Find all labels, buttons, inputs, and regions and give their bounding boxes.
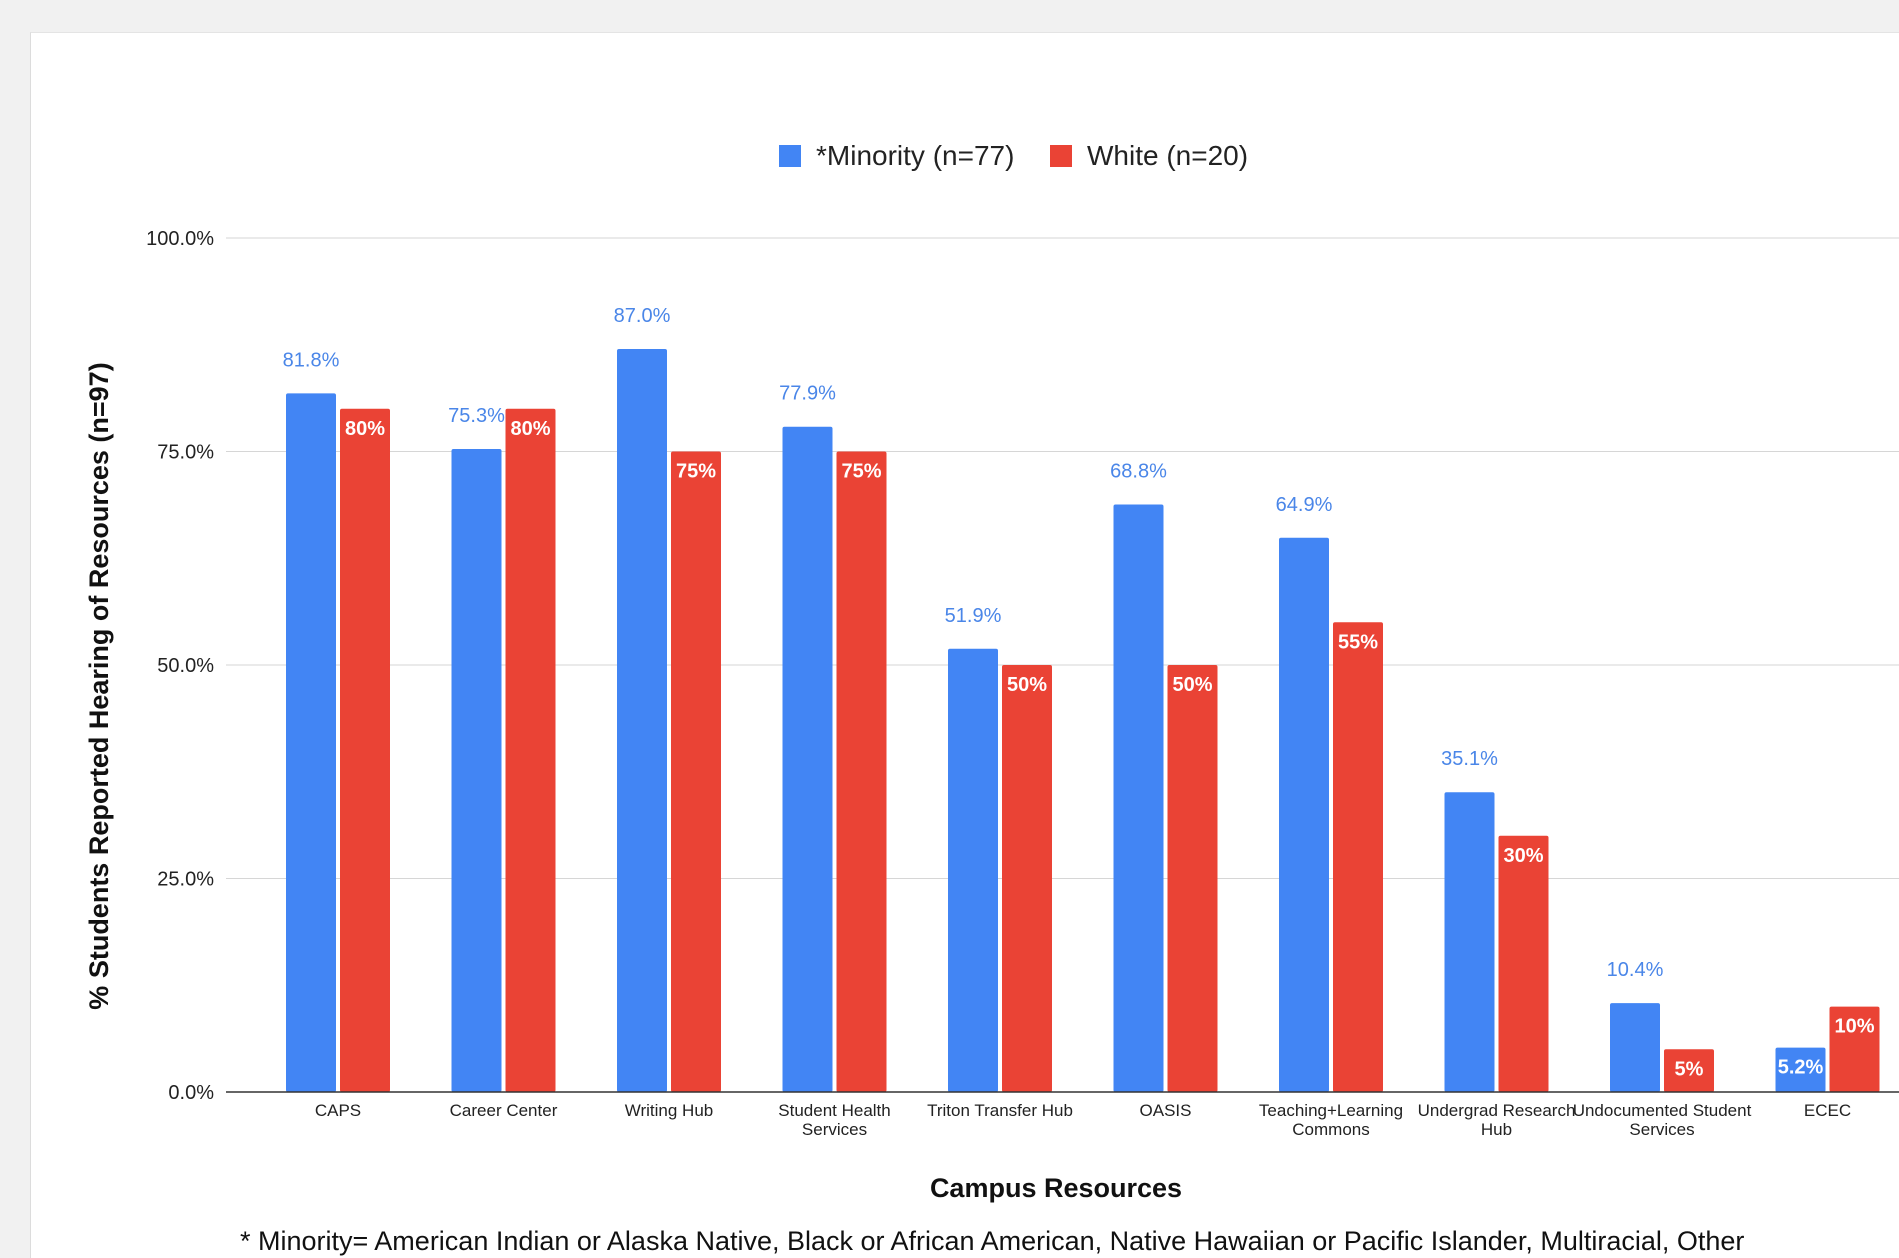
data-labels: 81.8%80%75.3%80%87.0%75%77.9%75%51.9%50%… <box>283 305 1875 1080</box>
x-axis-categories: CAPS Career Center Writing Hub Student Heal… <box>315 1101 1851 1139</box>
x-category-label-6: Teaching+Learning Commons <box>1259 1101 1403 1139</box>
data-label-white-3: 75% <box>841 461 881 483</box>
y-tick-label: 25.0% <box>157 869 214 891</box>
data-label-white-8: 5% <box>1675 1058 1704 1080</box>
data-label-white-6: 55% <box>1338 631 1378 653</box>
y-tick-label: 100.0% <box>146 228 214 250</box>
data-label-white-4: 50% <box>1007 674 1047 696</box>
bar-minority-4 <box>948 648 998 1092</box>
bar-minority-9 <box>1775 1047 1826 1092</box>
bar-white-0 <box>340 408 390 1092</box>
x-category-label-2: Writing Hub <box>625 1101 714 1120</box>
x-category-label-3: Student Health Services <box>778 1101 890 1139</box>
bar-minority-8 <box>1610 1003 1660 1092</box>
data-label-minority-4: 51.9% <box>945 605 1002 627</box>
bar-white-6 <box>1333 622 1383 1092</box>
bar-white-8 <box>1664 1049 1714 1092</box>
bar-minority-5 <box>1113 504 1164 1092</box>
legend-swatch-minority <box>779 145 801 167</box>
y-axis-title: % Students Reported Hearing of Resources… <box>84 362 114 1009</box>
data-label-white-0: 80% <box>345 418 385 440</box>
data-label-minority-0: 81.8% <box>283 349 340 371</box>
data-label-white-2: 75% <box>676 461 716 483</box>
data-label-white-7: 30% <box>1503 845 1543 867</box>
footnote-minority-definition: * Minority= American Indian or Alaska Na… <box>240 1226 1744 1256</box>
bar-white-1 <box>505 408 556 1092</box>
data-label-minority-1: 75.3% <box>448 405 505 427</box>
x-category-label-7: Undergrad Research Hub <box>1418 1101 1576 1139</box>
bar-white-3 <box>836 451 887 1092</box>
bar-minority-2 <box>617 349 667 1092</box>
bar-white-2 <box>671 451 721 1092</box>
x-category-label-1: Career Center <box>450 1101 558 1120</box>
x-category-label-0: CAPS <box>315 1101 361 1120</box>
data-label-minority-8: 10.4% <box>1607 959 1664 981</box>
bar-minority-0 <box>286 393 336 1093</box>
data-label-minority-2: 87.0% <box>614 305 671 327</box>
data-label-minority-6: 64.9% <box>1276 494 1333 516</box>
x-category-label-4: Triton Transfer Hub <box>927 1101 1073 1120</box>
y-tick-label: 0.0% <box>168 1082 214 1104</box>
bar-minority-1 <box>451 448 502 1092</box>
bars <box>286 349 1880 1093</box>
bar-minority-3 <box>782 426 833 1092</box>
data-label-minority-7: 35.1% <box>1441 748 1498 770</box>
x-category-label-5: OASIS <box>1140 1101 1192 1120</box>
data-label-minority-5: 68.8% <box>1110 460 1167 482</box>
x-category-label-8: Undocumented Student Services <box>1573 1101 1752 1139</box>
x-axis-title: Campus Resources <box>930 1173 1182 1203</box>
bar-minority-7 <box>1444 792 1495 1092</box>
bar-minority-6 <box>1279 537 1329 1092</box>
bar-white-4 <box>1002 665 1052 1092</box>
bar-white-7 <box>1498 835 1549 1092</box>
legend-swatch-white <box>1050 145 1072 167</box>
data-label-white-1: 80% <box>510 418 550 440</box>
x-category-label-9: ECEC <box>1804 1101 1851 1120</box>
data-label-minority-3: 77.9% <box>779 383 836 405</box>
y-tick-label: 50.0% <box>157 655 214 677</box>
y-axis-ticks: 0.0% 25.0% 50.0% 75.0% 100.0% <box>146 228 214 1104</box>
legend-label-minority: *Minority (n=77) <box>816 140 1014 171</box>
legend-label-white: White (n=20) <box>1087 140 1248 171</box>
data-label-white-9: 10% <box>1834 1016 1874 1038</box>
bar-white-9 <box>1829 1006 1880 1092</box>
data-label-white-5: 50% <box>1172 674 1212 696</box>
bar-white-5 <box>1167 665 1218 1092</box>
legend: *Minority (n=77) White (n=20) <box>779 140 1248 171</box>
data-label-minority-9: 5.2% <box>1778 1057 1824 1079</box>
gridlines <box>226 237 1899 879</box>
y-tick-label: 75.0% <box>157 442 214 464</box>
